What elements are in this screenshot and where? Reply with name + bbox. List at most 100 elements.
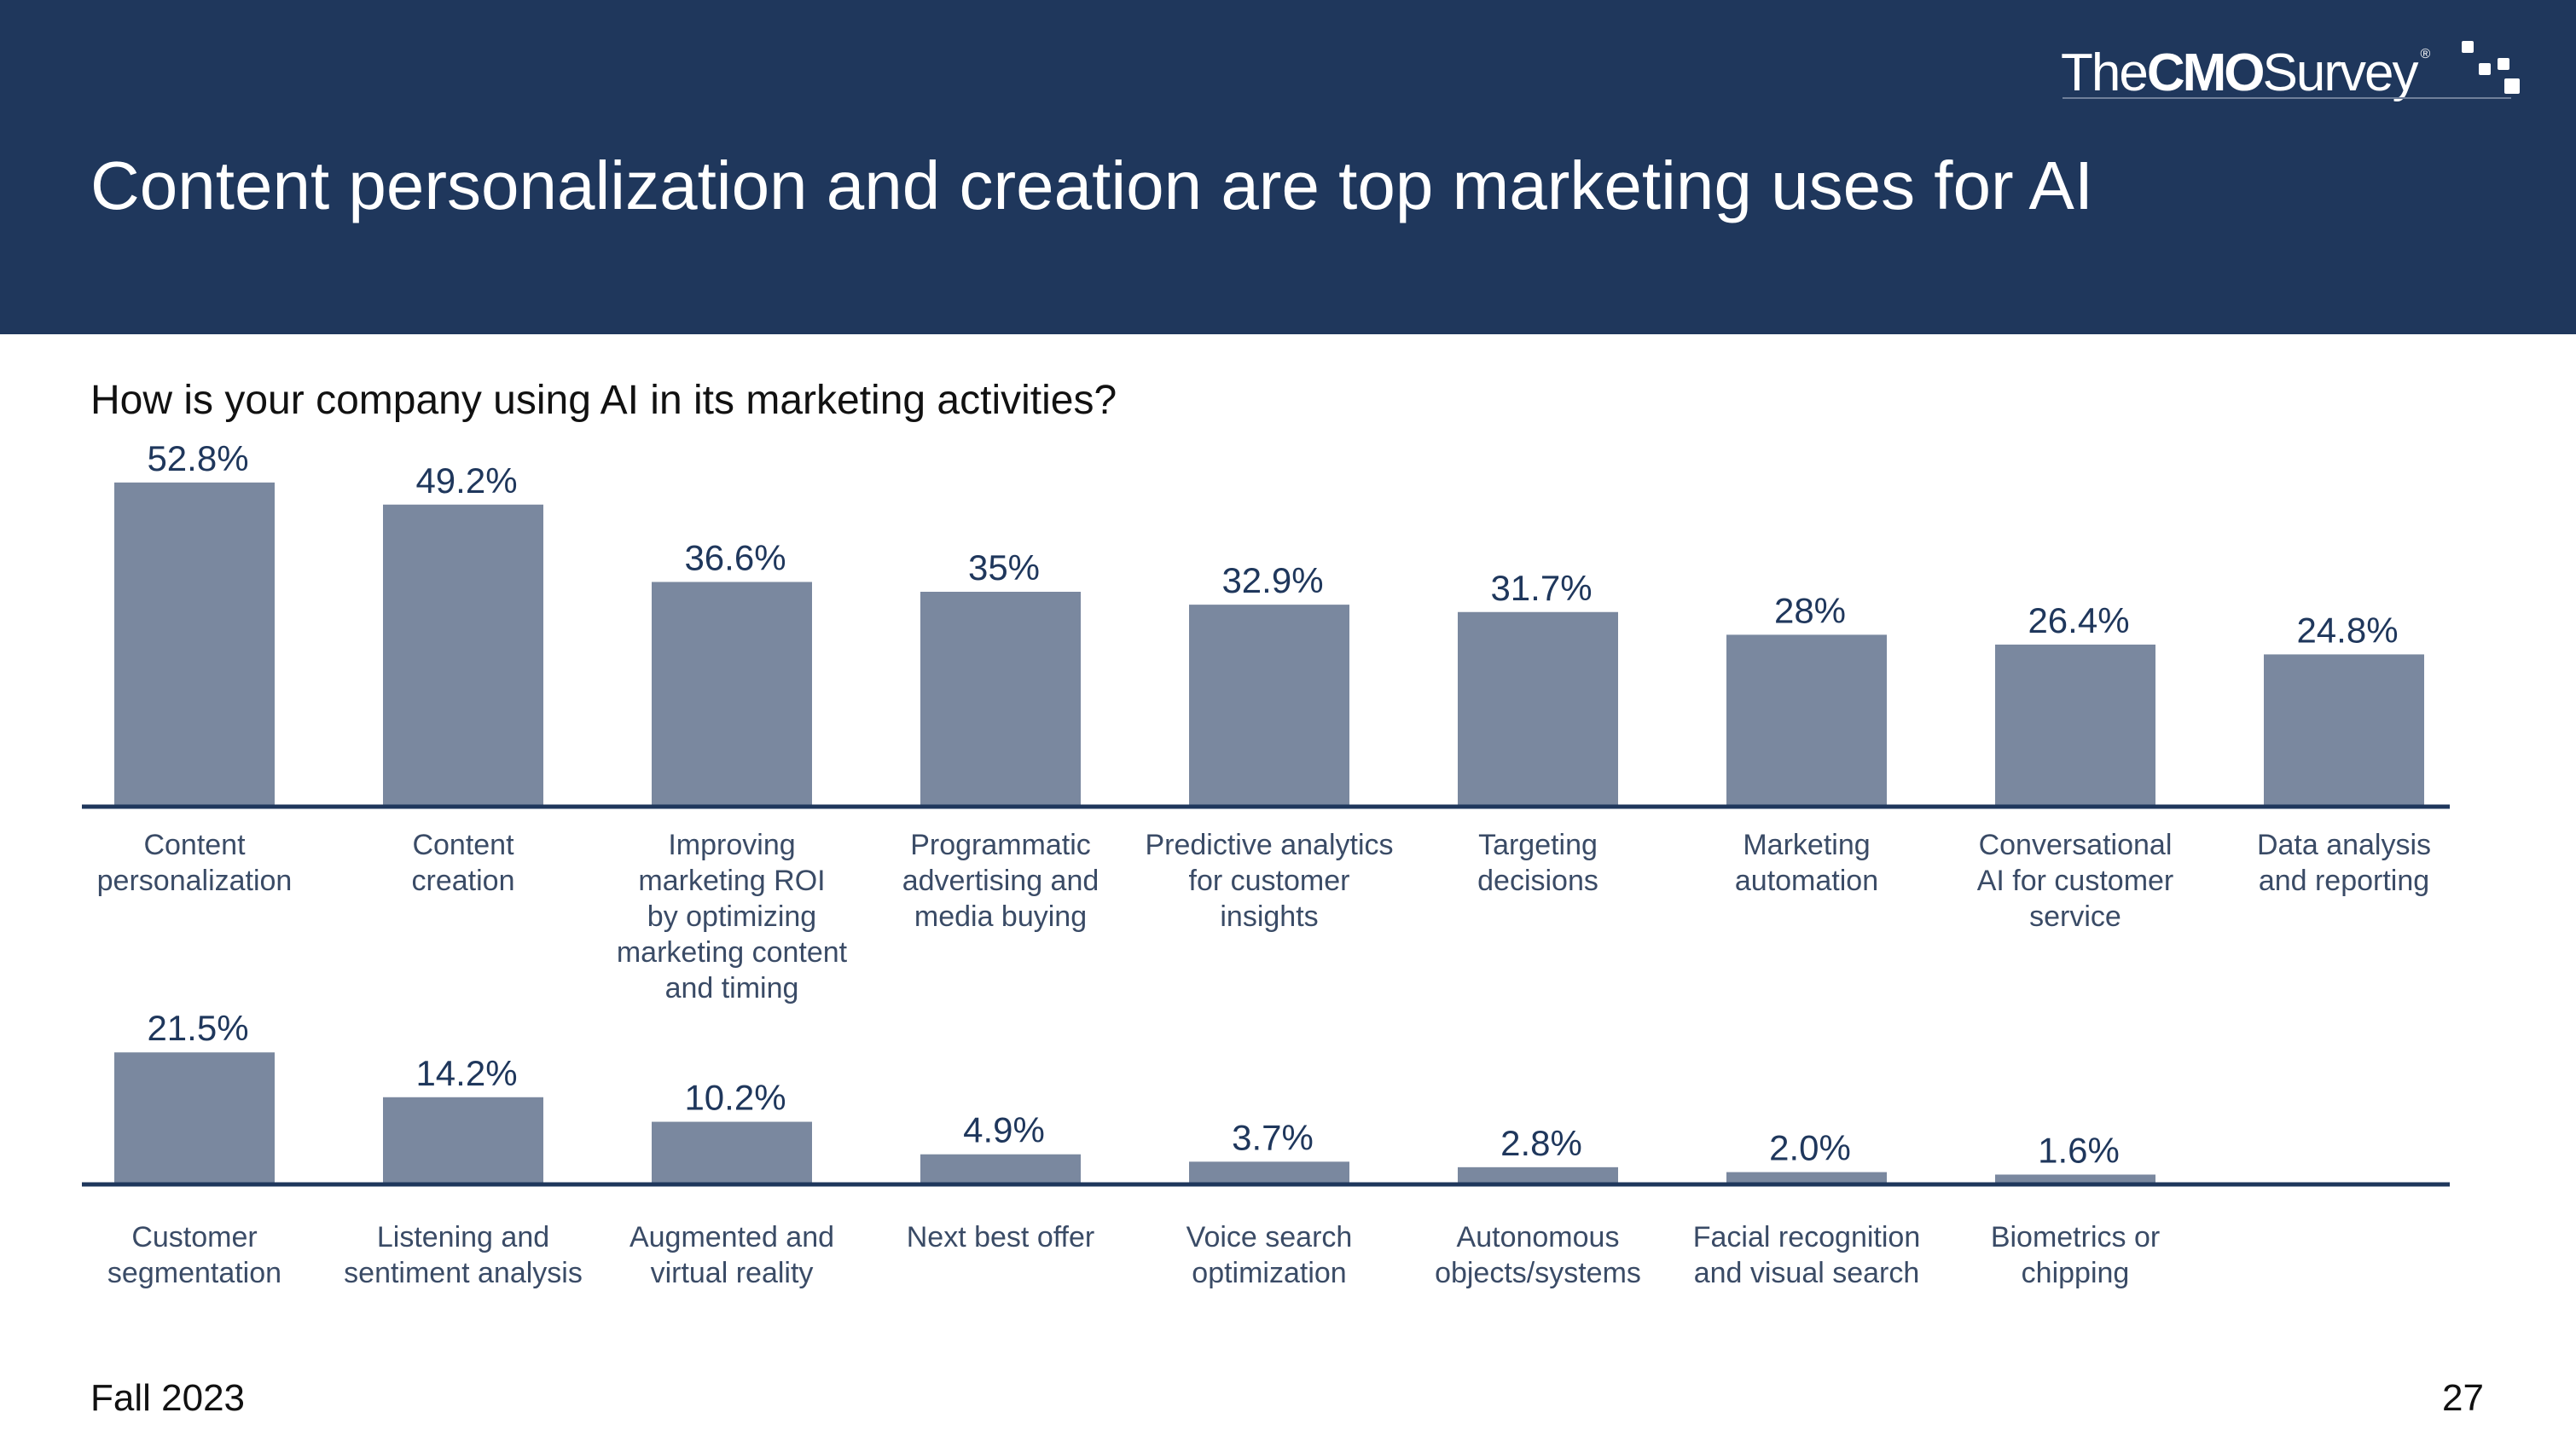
bar bbox=[383, 1097, 543, 1184]
category-label-line: virtual reality bbox=[651, 1257, 814, 1289]
logo-survey: Survey bbox=[2262, 43, 2419, 102]
category-label-line: objects/systems bbox=[1435, 1257, 1641, 1289]
bar bbox=[920, 592, 1081, 807]
bar-value-label: 21.5% bbox=[147, 1008, 248, 1048]
bar bbox=[1189, 1161, 1349, 1184]
category-label: Content creation bbox=[412, 829, 515, 897]
bar-value-label: 14.2% bbox=[415, 1053, 517, 1093]
category-label-line: AI for customer bbox=[1977, 865, 2174, 897]
bar-value-label: 2.8% bbox=[1500, 1123, 1582, 1163]
footer-date: Fall 2023 bbox=[90, 1377, 246, 1419]
category-label-line: personalization bbox=[97, 865, 293, 897]
category-label-line: for customer bbox=[1189, 865, 1350, 897]
category-label: Predictive analytics for customer insights bbox=[1145, 829, 1393, 933]
category-label: Content personalization bbox=[97, 829, 293, 897]
category-label-line: insights bbox=[1220, 900, 1318, 933]
category-label-line: Voice search bbox=[1186, 1221, 1353, 1253]
category-label-line: Customer bbox=[131, 1221, 257, 1253]
category-label: Customer segmentation bbox=[107, 1221, 281, 1289]
category-label-line: Programmatic bbox=[910, 829, 1091, 861]
logo-the: The bbox=[2061, 43, 2149, 102]
category-label-line: automation bbox=[1735, 865, 1878, 897]
category-label: Data analysis and reporting bbox=[2257, 829, 2431, 897]
category-label-line: advertising and bbox=[902, 865, 1099, 897]
bar-value-label: 52.8% bbox=[147, 438, 248, 478]
bar-value-label: 26.4% bbox=[2028, 600, 2129, 640]
bar bbox=[652, 1121, 812, 1184]
bar-value-label: 32.9% bbox=[1221, 560, 1323, 600]
bar bbox=[1189, 605, 1349, 807]
category-label: Augmented and virtual reality bbox=[629, 1221, 834, 1289]
category-label-line: by optimizing bbox=[647, 900, 816, 933]
category-label-line: and timing bbox=[665, 972, 799, 1004]
category-label-line: Predictive analytics bbox=[1145, 829, 1393, 861]
bar-value-label: 1.6% bbox=[2038, 1130, 2120, 1170]
bar bbox=[652, 582, 812, 807]
logo-underline bbox=[2063, 97, 2511, 99]
category-label-line: Data analysis bbox=[2257, 829, 2431, 861]
category-label-line: service bbox=[2029, 900, 2121, 933]
category-label: Autonomous objects/systems bbox=[1435, 1221, 1641, 1289]
bar-value-label: 24.8% bbox=[2296, 610, 2398, 650]
category-label-line: Content bbox=[143, 829, 246, 861]
category-label-line: creation bbox=[412, 865, 515, 897]
category-label: Listening and sentiment analysis bbox=[344, 1221, 583, 1289]
category-label-line: segmentation bbox=[107, 1257, 281, 1289]
category-label-line: sentiment analysis bbox=[344, 1257, 583, 1289]
logo-dots-icon bbox=[2462, 41, 2530, 101]
bar bbox=[1995, 644, 2155, 807]
page-title: Content personalization and creation are… bbox=[90, 148, 2094, 223]
category-label-line: decisions bbox=[1477, 865, 1598, 897]
category-label-line: and reporting bbox=[2259, 865, 2429, 897]
bar bbox=[1458, 1166, 1618, 1184]
bar-value-label: 28% bbox=[1774, 590, 1846, 630]
category-label-line: Conversational bbox=[1979, 829, 2173, 861]
bar bbox=[114, 1052, 275, 1184]
category-label: Biometrics or chipping bbox=[1991, 1221, 2160, 1289]
bar-value-label: 10.2% bbox=[684, 1078, 786, 1118]
bar bbox=[2264, 654, 2424, 807]
category-label: Facial recognition and visual search bbox=[1693, 1221, 1920, 1289]
header-banner bbox=[0, 0, 2576, 334]
category-label: Conversational AI for customer service bbox=[1977, 829, 2174, 933]
bar-value-label: 31.7% bbox=[1490, 568, 1592, 608]
survey-question: How is your company using AI in its mark… bbox=[90, 378, 1117, 423]
bar-value-label: 2.0% bbox=[1769, 1128, 1851, 1168]
bar bbox=[1726, 1172, 1887, 1184]
category-label-line: marketing content bbox=[617, 936, 848, 969]
category-label-line: optimization bbox=[1192, 1257, 1346, 1289]
bar-value-label: 49.2% bbox=[415, 460, 517, 501]
bar bbox=[1726, 634, 1887, 807]
bar bbox=[1458, 611, 1618, 807]
bar-value-label: 36.6% bbox=[684, 537, 786, 577]
category-label-line: Listening and bbox=[377, 1221, 549, 1253]
category-label: Voice search optimization bbox=[1186, 1221, 1353, 1289]
category-label: Next best offer bbox=[907, 1221, 1095, 1253]
logo-cmo: CMO bbox=[2146, 43, 2266, 102]
category-label-line: chipping bbox=[2022, 1257, 2130, 1289]
category-label: Programmatic advertising and media buying bbox=[902, 829, 1099, 933]
category-label: Improving marketing ROI by optimizing marke… bbox=[617, 829, 848, 1004]
bar-value-label: 35% bbox=[968, 547, 1040, 588]
category-label-line: Autonomous bbox=[1457, 1221, 1620, 1253]
bar bbox=[1995, 1174, 2155, 1184]
category-label-line: Targeting bbox=[1478, 829, 1598, 861]
category-label-line: Marketing bbox=[1743, 829, 1870, 861]
category-label-line: marketing ROI bbox=[638, 865, 825, 897]
category-label-line: Biometrics or bbox=[1991, 1221, 2160, 1253]
bar-value-label: 4.9% bbox=[963, 1110, 1045, 1150]
category-label-line: media buying bbox=[914, 900, 1087, 933]
category-label-line: Content bbox=[412, 829, 514, 861]
category-label-line: Facial recognition bbox=[1693, 1221, 1920, 1253]
category-label: Targeting decisions bbox=[1477, 829, 1598, 897]
bar bbox=[114, 482, 275, 807]
category-label-line: Improving bbox=[668, 829, 795, 861]
bar-value-label: 3.7% bbox=[1232, 1117, 1314, 1157]
category-label-line: and visual search bbox=[1694, 1257, 1920, 1289]
cmo-survey-logo: TheCMOSurvey ® bbox=[2061, 39, 2430, 107]
category-label-line: Augmented and bbox=[629, 1221, 834, 1253]
bar bbox=[383, 504, 543, 807]
category-label-line: Next best offer bbox=[907, 1221, 1095, 1253]
